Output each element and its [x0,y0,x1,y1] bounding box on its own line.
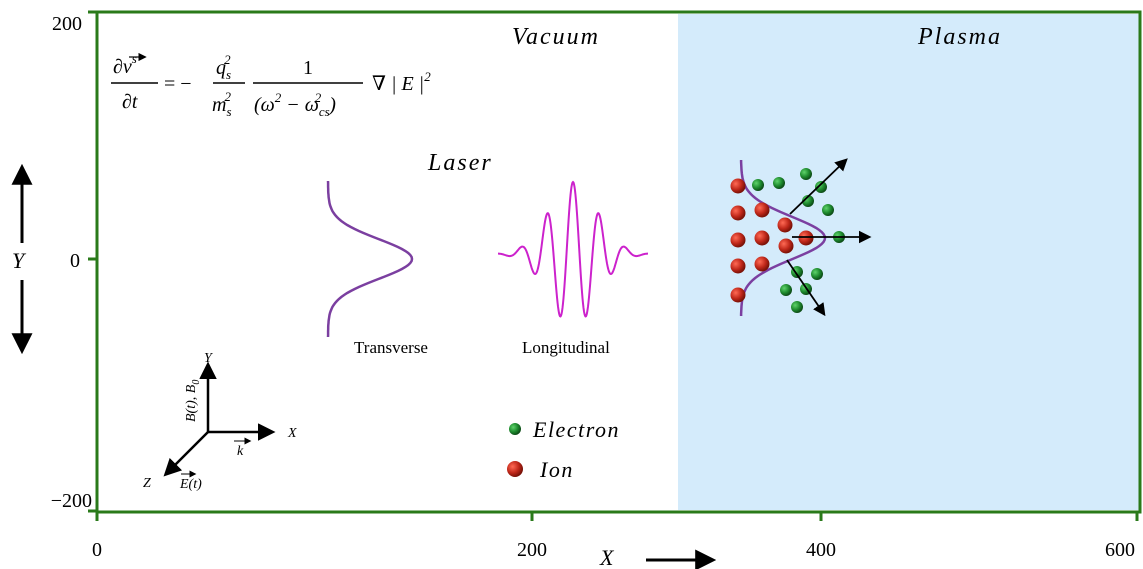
plasma-label: Plasma [917,24,1002,50]
ponderomotive-force-arrows [786,158,872,317]
electron-particle [822,204,834,216]
ion-particle [730,287,746,303]
force-arrow-down [786,259,826,317]
x-tick-label-200: 200 [517,539,547,561]
electron-particle [780,284,792,296]
frame-k-label: k [237,444,244,459]
legend-electron-marker [509,423,521,435]
legend-electron-label: Electron [532,417,620,442]
ions-group [730,178,814,303]
legend-ion-marker [507,461,523,477]
ion-particle [754,230,770,246]
laser-title: Laser [427,150,493,176]
ion-particle [730,232,746,248]
frame-z-label: Z [143,476,151,491]
ion-particle [730,178,746,194]
plot-frame [95,10,1142,514]
electron-particle [791,301,803,313]
eq-mass: ms2 [212,89,232,119]
y-tick-label-minus-200: −200 [51,490,92,512]
ion-particle [754,256,770,272]
eq-one: 1 [303,57,313,79]
x-tick-label-600: 600 [1105,539,1135,561]
electron-particle [800,168,812,180]
ion-particle [798,230,814,246]
electron-particle [811,268,823,280]
ion-particle [754,202,770,218]
ion-particle [730,205,746,221]
frame-e-label: E(t) [179,477,202,492]
y-tick-label-200: 200 [52,13,82,35]
x-tick-label-0: 0 [92,539,102,561]
x-axis-label: X [599,545,615,569]
eq-equals-minus: = − [164,73,192,95]
eq-gradient-term: ∇ | E |2 [372,69,431,95]
frame-x-label: X [287,426,297,441]
electron-particle [815,181,827,193]
eq-charge: qs2 [216,52,231,82]
frame-z-axis [163,431,209,477]
coordinate-frame [163,361,276,477]
electron-particle [802,195,814,207]
x-tick-label-400: 400 [806,539,836,561]
eq-freq-denominator: (ω2 − ωcs2) [254,90,336,119]
eq-lhs-numerator: ∂vs [113,51,137,78]
ion-particle [730,258,746,274]
longitudinal-pulse-curve [498,180,648,318]
ion-particle [777,217,793,233]
ion-particle [778,238,794,254]
frame-b-label: B(t), B0 [184,380,202,422]
transverse-label: Transverse [354,338,428,357]
x-axis-ticks [95,512,1139,521]
electron-particle [752,179,764,191]
frame-y-label: Y [204,351,214,366]
y-axis-ticks [88,10,97,513]
y-tick-label-0: 0 [70,250,80,272]
electron-particle [773,177,785,189]
ponderomotive-equation: ∂vs ∂t = − qs2 ms2 1 (ω2 − ωcs2) ∇ | E |… [111,51,431,119]
eq-lhs-denominator: ∂t [122,91,138,113]
transverse-profile-curve [326,180,414,338]
legend: Electron Ion [507,417,620,482]
y-axis-label: Y [12,248,27,273]
legend-ion-label: Ion [539,457,574,482]
vacuum-label: Vacuum [512,24,600,50]
plasma-region [678,14,1140,510]
force-arrow-up [789,158,848,215]
longitudinal-label: Longitudinal [522,338,610,357]
